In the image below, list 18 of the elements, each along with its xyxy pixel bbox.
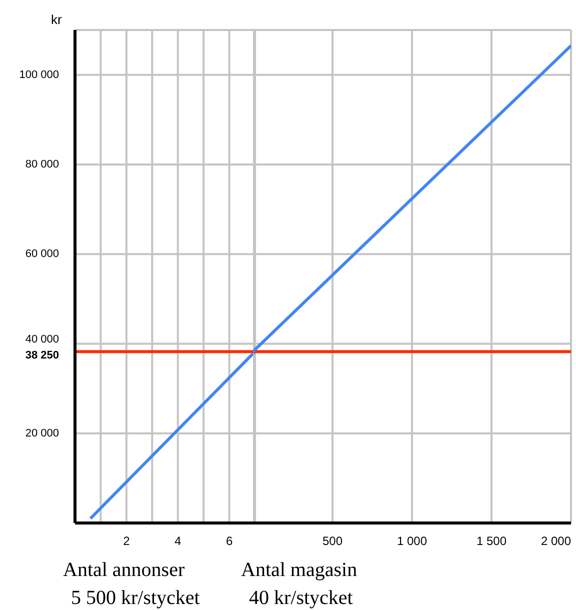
x-tick-label: 1 000 <box>396 534 428 548</box>
x-tick-label: 1 500 <box>476 534 507 548</box>
y-axis-title: kr <box>51 12 62 27</box>
text: 5 500 kr/stycket <box>70 586 200 610</box>
x-tick-label: 500 <box>322 534 343 548</box>
y-tick-label: 100 000 <box>19 68 59 81</box>
x-axis-title: Antal annonser <box>63 558 186 583</box>
x-tick-label: 4 <box>174 534 182 548</box>
y-tick-label: 60 000 <box>25 248 59 260</box>
y-tick-label: 20 000 <box>25 427 59 440</box>
x-tick-label: 2 000 <box>540 534 572 548</box>
x-tick-label: 2 <box>123 534 130 548</box>
text: 40 kr/stycket <box>248 586 354 610</box>
x-tick-label: 6 <box>226 534 233 548</box>
y-tick-label: 40 000 <box>25 334 59 346</box>
x-axis-title: Antal magasin <box>241 558 358 583</box>
y-tick-label: 38 250 <box>25 350 59 362</box>
y-tick-label: 80 000 <box>25 158 59 170</box>
